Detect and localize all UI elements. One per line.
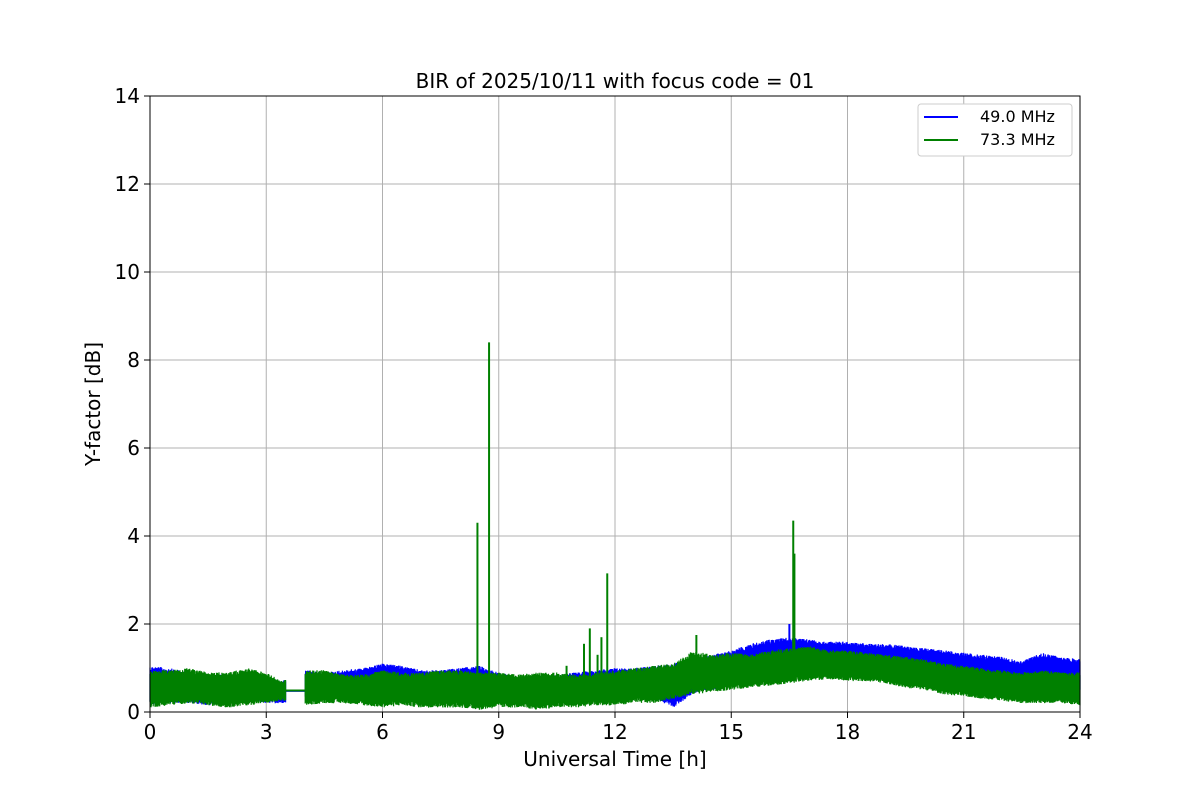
- x-tick-label: 15: [719, 720, 744, 744]
- y-tick-label: 12: [115, 172, 140, 196]
- x-tick-label: 24: [1067, 720, 1092, 744]
- x-tick-label: 9: [492, 720, 505, 744]
- y-tick-label: 0: [127, 700, 140, 724]
- y-tick-label: 2: [127, 612, 140, 636]
- legend-label-49mhz: 49.0 MHz: [980, 107, 1055, 126]
- x-tick-label: 0: [144, 720, 157, 744]
- y-tick-label: 8: [127, 348, 140, 372]
- x-tick-label: 12: [602, 720, 627, 744]
- y-axis-label: Y-factor [dB]: [81, 342, 105, 467]
- x-tick-label: 6: [376, 720, 389, 744]
- y-tick-label: 6: [127, 436, 140, 460]
- x-axis-label: Universal Time [h]: [523, 747, 706, 771]
- series-73mhz: [149, 342, 1081, 710]
- legend-label-73mhz: 73.3 MHz: [980, 130, 1055, 149]
- y-tick-label: 4: [127, 524, 140, 548]
- legend: 49.0 MHz 73.3 MHz: [917, 103, 1073, 157]
- series-layer: [149, 342, 1081, 710]
- chart-title: BIR of 2025/10/11 with focus code = 01: [416, 69, 815, 93]
- y-tick-label: 14: [115, 84, 140, 108]
- x-tick-label: 21: [951, 720, 976, 744]
- y-tick-label: 10: [115, 260, 140, 284]
- series-trace: [149, 646, 1081, 710]
- x-tick-label: 18: [835, 720, 860, 744]
- x-tick-label: 3: [260, 720, 273, 744]
